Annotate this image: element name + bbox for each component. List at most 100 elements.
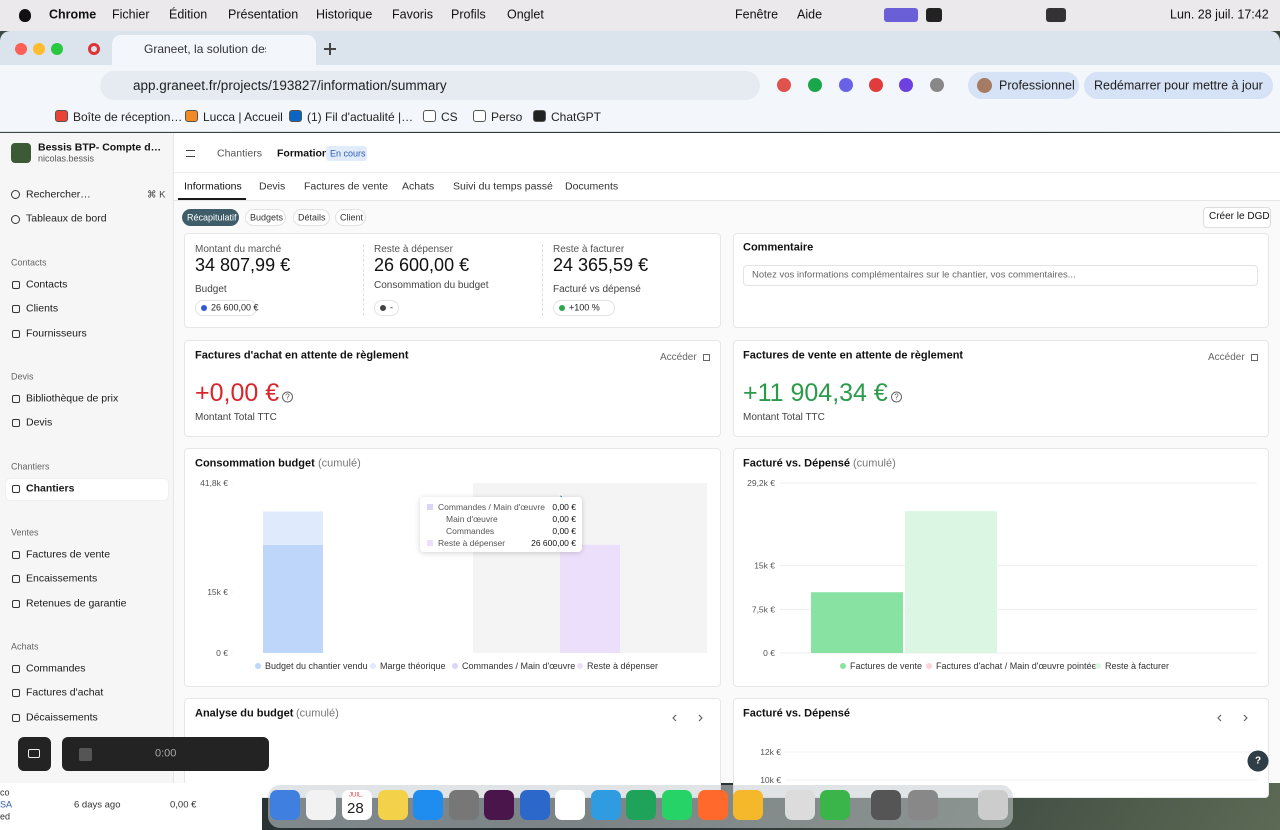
extension-icon[interactable]: [930, 78, 944, 92]
dock-icon[interactable]: [520, 790, 550, 820]
tab[interactable]: Devis: [259, 180, 286, 193]
dock-icon[interactable]: [413, 790, 443, 820]
legend-label: Budget du chantier vendu: [265, 661, 368, 671]
menu-item[interactable]: Historique: [316, 7, 373, 22]
menu-item[interactable]: Profils: [451, 7, 486, 22]
dock-icon[interactable]: [698, 790, 728, 820]
dock-icon[interactable]: [908, 790, 938, 820]
recorder-stop[interactable]: [79, 748, 92, 761]
window-button[interactable]: [51, 43, 63, 55]
menu-item[interactable]: Aide: [797, 7, 823, 22]
tab-title[interactable]: Graneet, la solution des m: [144, 41, 266, 56]
menu-item[interactable]: Favoris: [392, 7, 433, 22]
active-tab[interactable]: [112, 35, 316, 65]
new-tab[interactable]: [329, 43, 331, 55]
dock-icon[interactable]: [662, 790, 692, 820]
omnibox[interactable]: [100, 71, 760, 100]
dock-icon[interactable]: [378, 790, 408, 820]
bookmark[interactable]: Perso: [491, 109, 523, 124]
nav-item[interactable]: Commandes: [26, 662, 86, 675]
link[interactable]: Accéder: [660, 352, 697, 363]
nav-item[interactable]: Bibliothèque de prix: [26, 392, 119, 405]
subtab[interactable]: Détails: [298, 212, 326, 223]
subtab[interactable]: Client: [340, 212, 364, 223]
url[interactable]: app.graneet.fr/projects/193827/informati…: [133, 77, 447, 93]
extension-icon[interactable]: [808, 78, 822, 92]
bookmark[interactable]: (1) Fil d'actualité |…: [307, 109, 414, 124]
dock-icon[interactable]: [733, 790, 763, 820]
section-title[interactable]: Contacts: [11, 257, 47, 268]
dock-icon[interactable]: [270, 790, 300, 820]
tab[interactable]: Documents: [565, 180, 619, 193]
help-icon[interactable]: ?: [891, 391, 902, 403]
tab[interactable]: Suivi du temps passé: [453, 180, 553, 193]
dock-icon[interactable]: [342, 790, 372, 820]
extension-icon[interactable]: [899, 78, 913, 92]
tab[interactable]: Achats: [402, 180, 435, 193]
bookmark[interactable]: CS: [441, 109, 458, 124]
nav-item[interactable]: Devis: [26, 417, 53, 429]
search[interactable]: Rechercher…: [26, 188, 91, 201]
recorder-camera[interactable]: [18, 737, 51, 771]
dock-icon[interactable]: [555, 790, 585, 820]
bookmark[interactable]: ChatGPT: [551, 109, 602, 124]
window-button[interactable]: [33, 43, 45, 55]
tab[interactable]: Informations: [184, 180, 242, 193]
extension-icon[interactable]: [839, 78, 853, 92]
tab[interactable]: Factures de vente: [304, 180, 389, 193]
nav-item[interactable]: Factures de vente: [26, 548, 111, 561]
section-title[interactable]: Chantiers: [11, 461, 50, 472]
nav-item[interactable]: Clients: [26, 303, 59, 315]
subtab[interactable]: Budgets: [250, 212, 284, 223]
app-name[interactable]: Chrome: [49, 7, 97, 22]
nav-item[interactable]: Contacts: [26, 278, 68, 291]
subtab[interactable]: [293, 209, 330, 226]
bookmark[interactable]: Lucca | Accueil: [203, 109, 283, 124]
nav-item[interactable]: Tableaux de bord: [26, 212, 107, 225]
nav-item[interactable]: Décaissements: [26, 711, 98, 724]
dock-icon[interactable]: [591, 790, 621, 820]
badge-dot: [380, 305, 386, 311]
nav-item[interactable]: Chantiers: [26, 482, 75, 495]
dock-icon[interactable]: [820, 790, 850, 820]
breadcrumb[interactable]: Chantiers: [217, 147, 262, 160]
menu-item[interactable]: Onglet: [507, 7, 544, 22]
action-button[interactable]: Créer le DGD: [1209, 211, 1270, 222]
nav-item[interactable]: Retenues de garantie: [26, 597, 127, 610]
nav-item[interactable]: Fournisseurs: [26, 327, 87, 340]
dock-icon[interactable]: [785, 790, 815, 820]
window-button[interactable]: [15, 43, 27, 55]
profile[interactable]: Professionnel: [999, 78, 1075, 93]
link[interactable]: Accéder: [1208, 352, 1245, 363]
nav-item[interactable]: Factures d'achat: [26, 687, 104, 699]
extension-icon[interactable]: [869, 78, 883, 92]
subtab[interactable]: [245, 209, 286, 226]
section-title[interactable]: Achats: [11, 641, 39, 652]
menu-item[interactable]: Fenêtre: [735, 7, 779, 22]
section-title[interactable]: Devis: [11, 371, 34, 382]
subtab[interactable]: [335, 209, 366, 226]
bookmark-icon: [289, 110, 302, 122]
comment-input[interactable]: [743, 265, 1258, 286]
nav-item[interactable]: Encaissements: [26, 573, 98, 585]
help-icon[interactable]: ?: [282, 391, 293, 403]
update-button[interactable]: Redémarrer pour mettre à jour: [1094, 78, 1263, 93]
extension-icon[interactable]: [777, 78, 791, 92]
company[interactable]: Bessis BTP- Compte d…: [38, 141, 162, 154]
section-title[interactable]: Ventes: [11, 527, 39, 538]
bookmark[interactable]: Boîte de réception…: [73, 109, 183, 124]
menu-item[interactable]: Fichier: [112, 7, 150, 22]
update-pill[interactable]: [1084, 72, 1273, 99]
dock-icon[interactable]: [626, 790, 656, 820]
subtab[interactable]: Récapitulatif: [187, 212, 237, 223]
help-button[interactable]: ?: [1247, 750, 1269, 772]
dock-icon[interactable]: [978, 790, 1008, 820]
menu-item[interactable]: Présentation: [228, 7, 299, 22]
menu-item[interactable]: Édition: [169, 7, 208, 22]
dock-icon[interactable]: [484, 790, 514, 820]
dock-icon[interactable]: [871, 790, 901, 820]
dock-icon[interactable]: [306, 790, 336, 820]
subtab-active[interactable]: [182, 209, 239, 226]
action-button[interactable]: [1203, 207, 1271, 228]
dock-icon[interactable]: [449, 790, 479, 820]
